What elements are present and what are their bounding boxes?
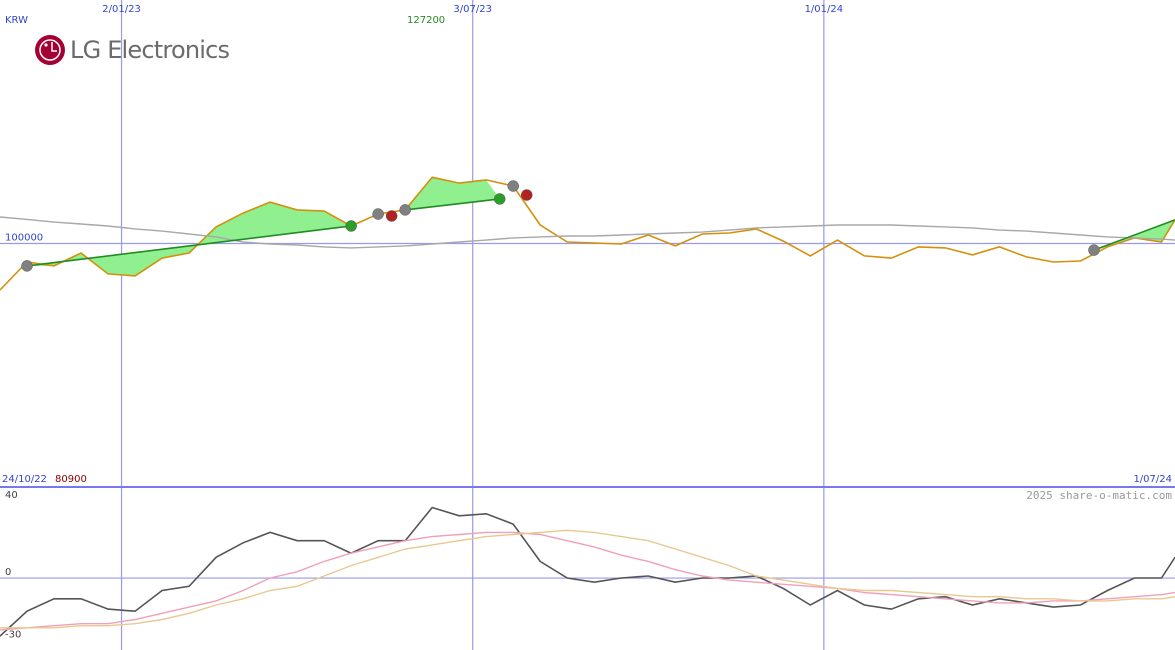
logo: LG Electronics bbox=[35, 35, 230, 65]
signal-marker bbox=[1088, 244, 1100, 256]
signal-marker bbox=[21, 260, 33, 272]
logo-text: LG Electronics bbox=[70, 36, 229, 64]
trend-fill bbox=[27, 202, 352, 276]
x-tick-label: 2/01/23 bbox=[102, 4, 141, 15]
series-line bbox=[0, 176, 1175, 291]
y-tick-label: -30 bbox=[5, 629, 21, 640]
signal-marker bbox=[345, 220, 357, 232]
x-tick-label: 3/07/23 bbox=[453, 4, 492, 15]
y-tick-label: 40 bbox=[5, 490, 18, 501]
signal-marker bbox=[399, 204, 411, 216]
panel bbox=[0, 506, 1175, 637]
watermark: 2025 share-o-matic.com bbox=[1026, 489, 1172, 502]
signal-marker bbox=[493, 193, 506, 205]
signal-marker bbox=[507, 180, 519, 192]
y-tick-label: 100000 bbox=[5, 233, 43, 244]
logo-eye bbox=[44, 43, 48, 47]
y-tick-label: 0 bbox=[5, 567, 11, 578]
trend-line bbox=[405, 198, 500, 211]
trend-line bbox=[1093, 219, 1175, 251]
series-line bbox=[0, 506, 1175, 637]
logo-nose bbox=[51, 42, 57, 52]
start-label: 24/10/22 bbox=[2, 474, 47, 485]
series-line bbox=[0, 531, 1175, 631]
signal-marker bbox=[520, 189, 533, 201]
logo-face bbox=[39, 39, 61, 61]
currency-label: KRW bbox=[5, 15, 28, 26]
series-line bbox=[0, 529, 1175, 629]
max-label: 127200 bbox=[407, 15, 445, 26]
trend-fill bbox=[405, 177, 500, 210]
signal-marker bbox=[385, 210, 398, 222]
signal-marker bbox=[372, 208, 384, 220]
x-tick-label: 1/01/24 bbox=[805, 4, 844, 15]
series-line bbox=[0, 216, 1175, 249]
trend-line bbox=[26, 225, 352, 267]
min-label: 80900 bbox=[55, 474, 87, 485]
end-label: 1/07/24 bbox=[1133, 474, 1172, 485]
